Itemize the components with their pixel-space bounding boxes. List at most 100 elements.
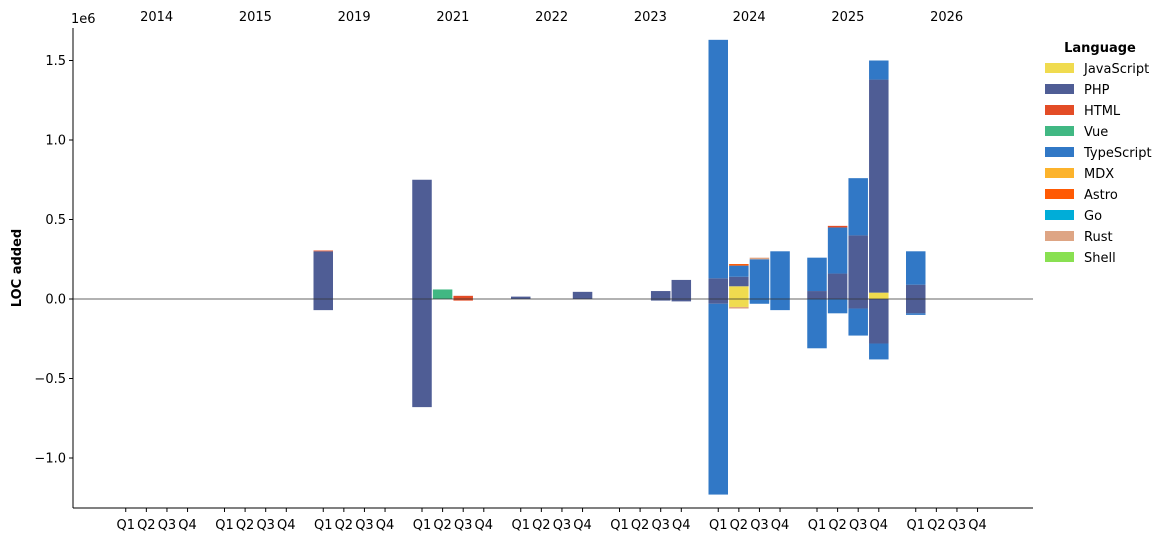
bar-segment-typescript: [729, 265, 749, 277]
bar-segment-php: [650, 299, 671, 301]
x-tick-label: Q3: [849, 518, 868, 533]
y-tick-label: 1.5: [45, 54, 66, 69]
bar-segment-php: [412, 179, 432, 299]
x-tick-label: Q1: [511, 518, 530, 533]
bar-segment-php: [729, 276, 749, 287]
x-tick-label: Q3: [158, 518, 177, 533]
legend-swatch-go: [1045, 210, 1074, 220]
x-tick-label: Q4: [771, 518, 790, 533]
year-label: 2025: [831, 10, 864, 25]
bar-segment-html: [313, 250, 333, 252]
x-tick-label: Q4: [672, 518, 691, 533]
year-label: 2023: [634, 10, 667, 25]
bar-segment-typescript: [869, 60, 889, 80]
y-axis-label: LOC added: [10, 229, 25, 307]
x-tick-label: Q1: [610, 518, 629, 533]
bar-2024-Q4: [770, 251, 790, 311]
bar-segment-php: [671, 279, 692, 299]
bar-segment-typescript: [869, 343, 889, 360]
x-tick-label: Q2: [137, 518, 156, 533]
x-tick-label: Q2: [335, 518, 354, 533]
y-tick-label: −1.0: [34, 452, 66, 467]
legend: Language JavaScript PHP HTML Vue TypeScript M…: [1045, 41, 1152, 266]
legend-swatch-javascript: [1045, 63, 1074, 73]
bar-segment-php: [572, 291, 593, 299]
x-tick-label: Q3: [256, 518, 275, 533]
bar-segment-php: [827, 273, 848, 299]
x-tick-label: Q3: [553, 518, 572, 533]
x-tick-label: Q3: [750, 518, 769, 533]
x-tick-label: Q4: [573, 518, 592, 533]
bar-segment-javascript: [729, 286, 749, 299]
x-tick-label: Q2: [631, 518, 650, 533]
bar-segment-php: [671, 299, 692, 302]
bar-segment-php: [906, 284, 926, 299]
x-tick-label: Q3: [948, 518, 967, 533]
y-tick-label: 0.5: [45, 213, 66, 228]
bar-segment-typescript: [770, 299, 790, 311]
bar-segment-rust: [749, 257, 770, 260]
bar-segment-typescript: [708, 39, 728, 279]
legend-swatch-html: [1045, 105, 1074, 115]
x-tick-label: Q2: [532, 518, 551, 533]
bar-segment-vue: [432, 289, 453, 299]
bar-2023-Q4: [671, 279, 692, 302]
year-label: 2024: [733, 10, 766, 25]
bar-segment-javascript: [729, 299, 749, 307]
legend-swatch-php: [1045, 84, 1074, 94]
bar-segment-php: [807, 291, 827, 299]
bar-segment-php: [869, 299, 889, 344]
bar-2026-Q1: [906, 251, 926, 315]
x-tick-label: Q2: [433, 518, 452, 533]
bar-segment-php: [650, 291, 671, 299]
year-label: 2019: [338, 10, 371, 25]
bar-segment-html: [453, 299, 473, 301]
bar-segment-rust: [729, 306, 749, 309]
x-tick-label: Q2: [927, 518, 946, 533]
legend-swatch-rust: [1045, 231, 1074, 241]
bar-segment-html: [827, 225, 848, 228]
year-label: 2014: [140, 10, 173, 25]
bar-2022-Q1: [511, 296, 531, 299]
legend-label: Astro: [1084, 188, 1118, 203]
bar-segment-php: [708, 299, 728, 304]
bar-2021-Q3: [453, 295, 473, 301]
bar-segment-php: [848, 235, 868, 299]
x-tick-label: Q1: [413, 518, 432, 533]
x-tick-label: Q4: [870, 518, 889, 533]
legend-swatch-shell: [1045, 252, 1074, 262]
bar-segment-typescript: [807, 299, 827, 349]
legend-title: Language: [1064, 41, 1136, 56]
bar-segment-php: [313, 251, 333, 299]
bar-segment-typescript: [749, 259, 770, 299]
bar-segment-php: [511, 296, 531, 299]
y-tick-label: 0.0: [45, 293, 66, 308]
x-tick-label: Q4: [376, 518, 395, 533]
legend-label: Vue: [1084, 125, 1108, 140]
year-label: 2026: [930, 10, 963, 25]
bar-segment-typescript: [708, 303, 728, 495]
bar-2025-Q2: [827, 225, 848, 314]
bar-segment-typescript: [906, 313, 926, 315]
bar-segment-php: [906, 299, 926, 314]
legend-label: Shell: [1084, 251, 1116, 266]
bar-segment-typescript: [906, 251, 926, 285]
legend-label: TypeScript: [1083, 146, 1152, 161]
x-tick-label: Q1: [215, 518, 234, 533]
bar-2024-Q2: [729, 264, 749, 309]
bar-segment-php: [869, 79, 889, 293]
legend-label: MDX: [1084, 167, 1114, 182]
x-tick-label: Q1: [709, 518, 728, 533]
legend-swatch-typescript: [1045, 147, 1074, 157]
year-label: 2015: [239, 10, 272, 25]
x-tick-label: Q4: [178, 518, 197, 533]
x-tick-label: Q1: [808, 518, 827, 533]
bar-2019-Q1: [313, 250, 333, 311]
bar-2023-Q3: [650, 291, 671, 301]
bar-segment-typescript: [770, 251, 790, 299]
bar-segment-typescript: [827, 299, 848, 314]
y-offset-label: 1e6: [71, 12, 96, 27]
bar-2025-Q3: [848, 178, 868, 336]
